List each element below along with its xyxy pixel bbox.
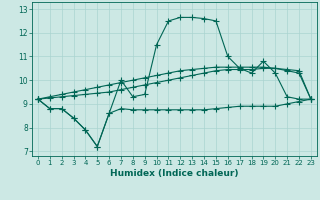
X-axis label: Humidex (Indice chaleur): Humidex (Indice chaleur) bbox=[110, 169, 239, 178]
